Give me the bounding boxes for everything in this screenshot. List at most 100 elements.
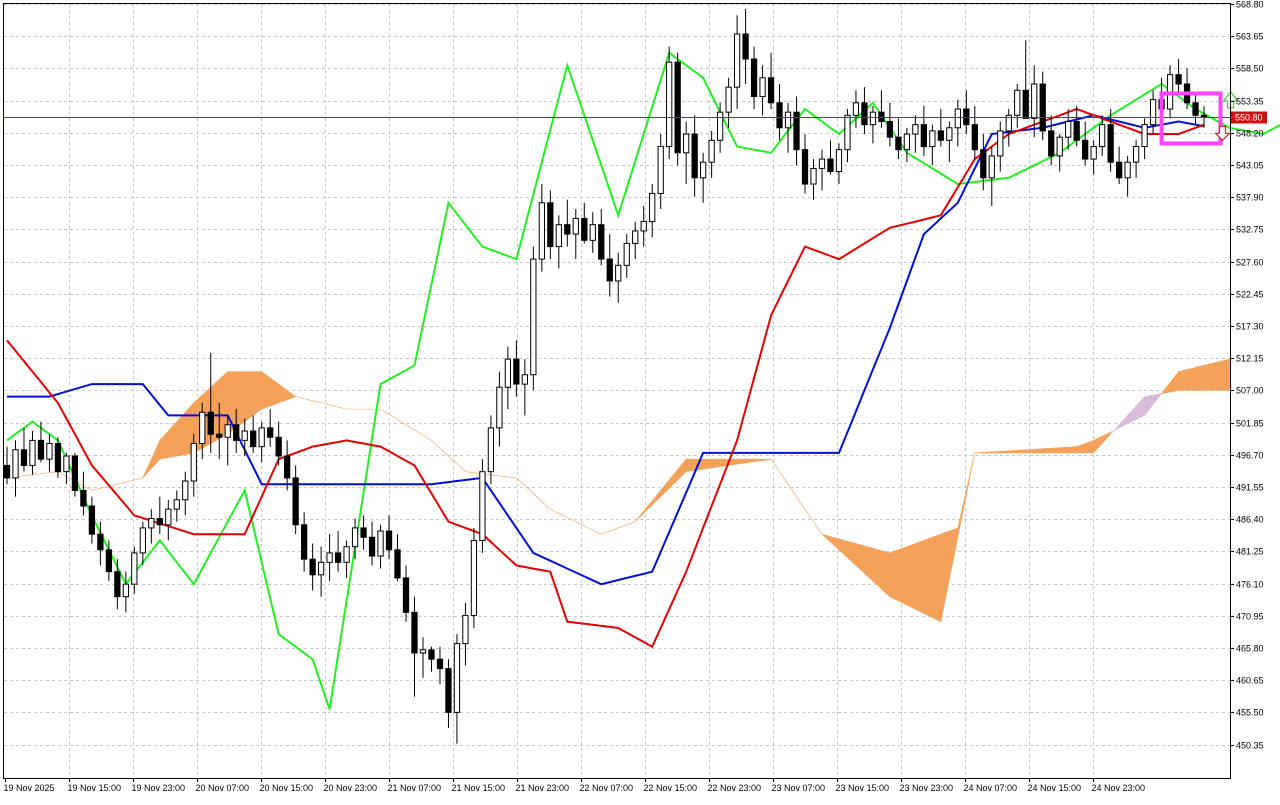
candle[interactable] xyxy=(1175,59,1182,94)
candle[interactable] xyxy=(258,421,265,463)
candle[interactable] xyxy=(530,246,537,391)
candle[interactable] xyxy=(997,121,1004,172)
candle[interactable] xyxy=(436,646,444,685)
candle[interactable] xyxy=(394,534,401,582)
candle[interactable] xyxy=(1065,109,1072,150)
candle[interactable] xyxy=(903,127,911,163)
candle[interactable] xyxy=(946,121,953,163)
candle[interactable] xyxy=(640,205,647,247)
candle[interactable] xyxy=(1048,115,1055,166)
candle[interactable] xyxy=(156,496,163,535)
candle[interactable] xyxy=(895,118,902,160)
candle[interactable] xyxy=(521,359,528,416)
candle[interactable] xyxy=(513,340,520,397)
candle[interactable] xyxy=(3,446,11,485)
time-axis[interactable]: 19 Nov 2025 19 Nov 15:00 19 Nov 23:00 20 No… xyxy=(4,778,1146,793)
candle[interactable] xyxy=(827,140,834,175)
candle[interactable] xyxy=(292,465,299,535)
candle[interactable] xyxy=(182,471,189,516)
candle[interactable] xyxy=(139,521,146,566)
candle[interactable] xyxy=(674,52,681,166)
candle[interactable] xyxy=(666,46,673,160)
candle[interactable] xyxy=(1082,121,1089,166)
candle[interactable] xyxy=(71,452,79,497)
candle[interactable] xyxy=(954,99,961,147)
candle[interactable] xyxy=(1031,65,1038,138)
candle[interactable] xyxy=(445,659,452,728)
candle[interactable] xyxy=(233,409,240,453)
candle[interactable] xyxy=(250,415,257,453)
candle[interactable] xyxy=(784,102,792,153)
candle[interactable] xyxy=(114,559,121,610)
candle[interactable] xyxy=(63,452,70,485)
candle[interactable] xyxy=(886,102,894,147)
candle[interactable] xyxy=(980,134,987,191)
candle[interactable] xyxy=(657,134,664,210)
candle[interactable] xyxy=(165,499,172,541)
candle[interactable] xyxy=(487,415,495,485)
candle[interactable] xyxy=(20,427,28,472)
candle[interactable] xyxy=(564,199,571,247)
candle[interactable] xyxy=(835,143,843,185)
candle[interactable] xyxy=(428,646,435,672)
candle[interactable] xyxy=(275,421,282,466)
candle[interactable] xyxy=(1014,84,1021,128)
candle[interactable] xyxy=(1124,155,1131,197)
candle[interactable] xyxy=(462,602,469,666)
candle[interactable] xyxy=(861,87,868,135)
candle[interactable] xyxy=(309,543,316,591)
candle[interactable] xyxy=(615,252,622,303)
candle[interactable] xyxy=(708,130,715,178)
candle[interactable] xyxy=(878,90,885,128)
candle[interactable] xyxy=(1073,105,1080,147)
candle[interactable] xyxy=(368,521,376,566)
candle[interactable] xyxy=(453,634,461,744)
candle[interactable] xyxy=(581,202,588,244)
candle[interactable] xyxy=(267,409,274,447)
candle[interactable] xyxy=(733,15,741,110)
candle[interactable] xyxy=(1192,93,1199,125)
candle[interactable] xyxy=(801,134,809,194)
candle[interactable] xyxy=(1022,40,1029,119)
candle[interactable] xyxy=(572,209,579,260)
candle[interactable] xyxy=(632,221,639,260)
candle[interactable] xyxy=(504,346,512,410)
candle[interactable] xyxy=(173,490,180,522)
candle[interactable] xyxy=(326,534,333,582)
candle[interactable] xyxy=(1107,109,1114,172)
candle[interactable] xyxy=(360,515,367,550)
candle[interactable] xyxy=(131,546,138,594)
candle[interactable] xyxy=(241,418,248,457)
candle[interactable] xyxy=(207,352,214,453)
candle[interactable] xyxy=(988,146,995,206)
candle[interactable] xyxy=(852,90,860,128)
candle[interactable] xyxy=(470,527,478,628)
candle[interactable] xyxy=(1141,118,1148,160)
candle[interactable] xyxy=(54,437,62,478)
candle[interactable] xyxy=(623,234,630,278)
candle[interactable] xyxy=(920,105,927,156)
candle[interactable] xyxy=(555,215,562,269)
candle[interactable] xyxy=(97,521,104,566)
candle[interactable] xyxy=(1056,134,1063,172)
candle[interactable] xyxy=(1005,109,1012,147)
candle[interactable] xyxy=(1149,90,1157,135)
candle[interactable] xyxy=(148,509,155,544)
candle[interactable] xyxy=(385,515,393,560)
candle[interactable] xyxy=(912,115,919,153)
candle[interactable] xyxy=(869,105,877,144)
candle[interactable] xyxy=(598,209,605,266)
candle[interactable] xyxy=(547,190,554,260)
candle[interactable] xyxy=(1115,146,1123,185)
candle[interactable] xyxy=(301,512,308,572)
candle[interactable] xyxy=(351,518,359,560)
candle[interactable] xyxy=(122,571,129,613)
candle[interactable] xyxy=(334,531,342,572)
candle[interactable] xyxy=(691,115,698,197)
candle[interactable] xyxy=(1132,140,1140,178)
candle[interactable] xyxy=(750,46,758,110)
candle[interactable] xyxy=(810,159,817,200)
candle[interactable] xyxy=(199,402,206,460)
candle[interactable] xyxy=(929,124,936,166)
